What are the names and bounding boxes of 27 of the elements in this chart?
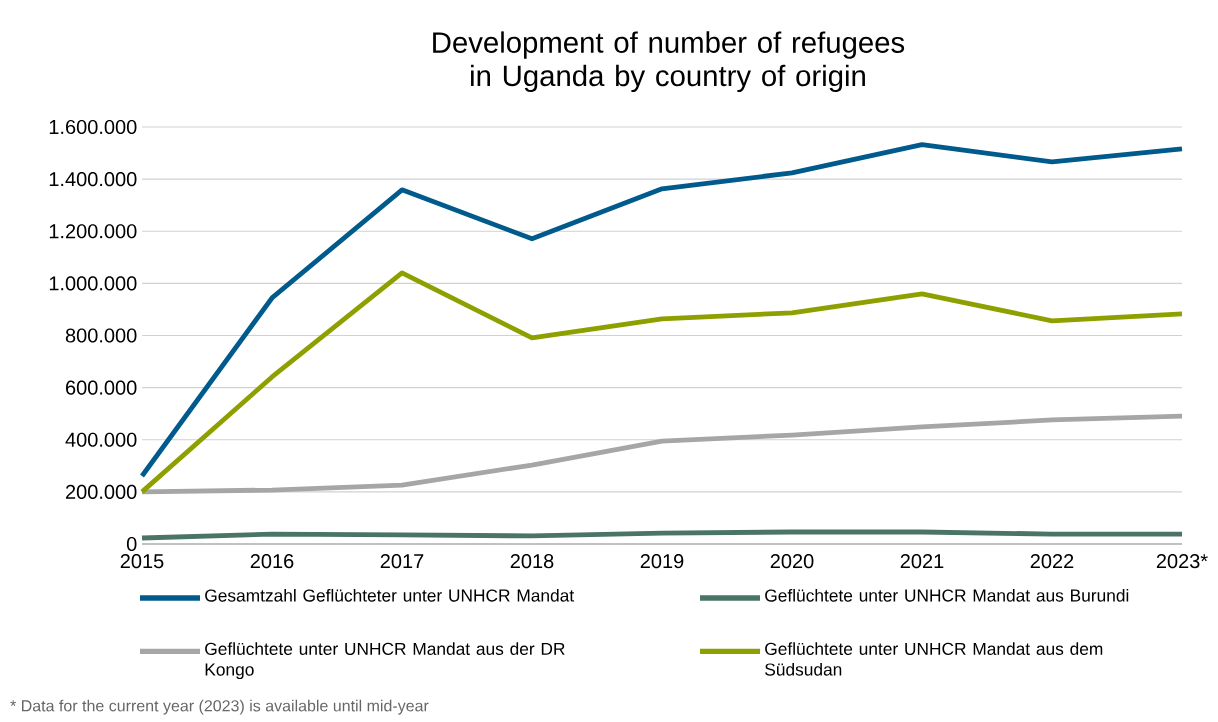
text: * Data for the current year (2023) is available until mid-year — [10, 699, 429, 715]
x-tick-label: 2023* — [1156, 554, 1208, 569]
legend-label: Geflüchtete unter UNHCR Mandat aus Burundi — [765, 588, 1129, 602]
y-tick-label: 1.000.000 — [49, 276, 137, 291]
x-tick-label: 2021 — [900, 554, 944, 569]
y-tick-label: 400.000 — [65, 432, 137, 447]
x-tick-label: 2020 — [770, 554, 814, 569]
line-series — [139, 413, 1185, 495]
y-tick-label: 200.000 — [66, 484, 137, 499]
legend-label: Geflüchtete unter UNHCR Mandat aus der DR Kongo — [205, 642, 565, 680]
chart-title: Development of number of refugees in Uganda by country of origin — [433, 31, 905, 93]
y-tick-label: 600.000 — [66, 380, 137, 395]
x-tick-label: 2017 — [380, 554, 424, 569]
y-tick-label: 800.000 — [65, 328, 137, 343]
y-tick-label: 1.400.000 — [49, 172, 137, 187]
legend-label: Gesamtzahl Geflüchteter unter UNHCR Mandat — [205, 588, 575, 602]
y-tick-label: 0 — [126, 536, 137, 552]
y-tick-label: 1.200.000 — [49, 224, 137, 239]
x-tick-label: 2016 — [250, 554, 294, 569]
x-tick-label: 2015 — [120, 554, 164, 569]
x-tick-label: 2018 — [510, 554, 554, 569]
x-tick-label: 2019 — [640, 554, 684, 569]
x-tick-label: 2022 — [1030, 554, 1074, 569]
y-tick-label: 1.600.000 — [49, 119, 137, 135]
line-series — [139, 270, 1185, 495]
line-series — [139, 142, 1185, 479]
legend-label: Geflüchtete unter UNHCR Mandat aus dem Südsudan — [765, 642, 1103, 676]
